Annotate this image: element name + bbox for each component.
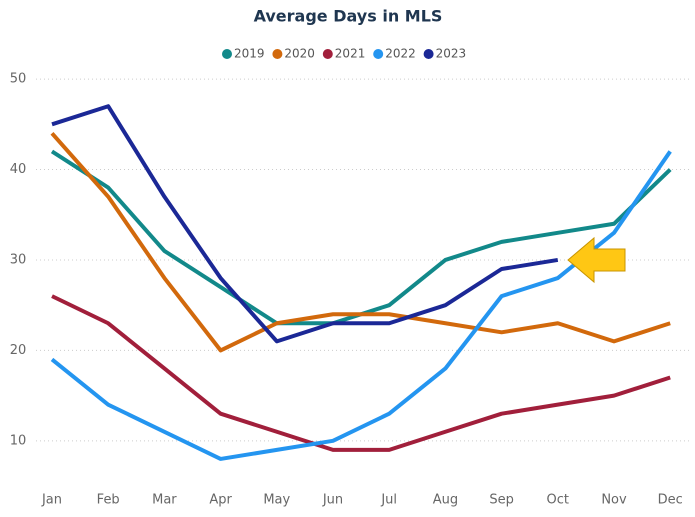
- x-tick-label: Feb: [97, 493, 120, 508]
- x-tick-label: Jun: [322, 493, 343, 508]
- arrow: [567, 236, 626, 284]
- y-tick-label: 40: [10, 162, 27, 177]
- legend-marker: [423, 49, 434, 59]
- legend-label: 2023: [436, 47, 467, 61]
- x-tick-label: Dec: [658, 493, 683, 508]
- legend-marker: [222, 49, 232, 59]
- x-tick-label: May: [263, 493, 290, 508]
- y-tick-label: 30: [10, 252, 27, 267]
- legend-label: 2020: [284, 47, 315, 61]
- line-series: [50, 149, 672, 326]
- line-series: [51, 294, 671, 452]
- x-tick-label: Jul: [380, 493, 397, 508]
- legend-label: 2019: [234, 47, 265, 61]
- legend-label: 2022: [385, 47, 416, 61]
- x-tick-label: Mar: [152, 493, 177, 508]
- x-tick-label: Sep: [489, 493, 514, 508]
- chart-title: Average Days in MLS: [254, 7, 443, 26]
- line-series: [51, 104, 559, 344]
- y-tick-label: 20: [10, 343, 27, 358]
- legend-marker: [373, 49, 384, 59]
- legend-label: 2021: [335, 47, 366, 61]
- legend-marker: [272, 49, 283, 59]
- y-tick-label: 10: [10, 433, 27, 448]
- legend-marker: [322, 49, 333, 59]
- line-series: [50, 132, 671, 353]
- x-tick-label: Apr: [209, 493, 232, 508]
- y-tick-label: 50: [10, 72, 27, 87]
- x-tick-label: Oct: [547, 493, 569, 508]
- x-tick-label: Nov: [601, 493, 627, 508]
- line-series: [50, 150, 672, 461]
- x-tick-label: Jan: [41, 493, 62, 508]
- x-tick-label: Aug: [433, 493, 458, 508]
